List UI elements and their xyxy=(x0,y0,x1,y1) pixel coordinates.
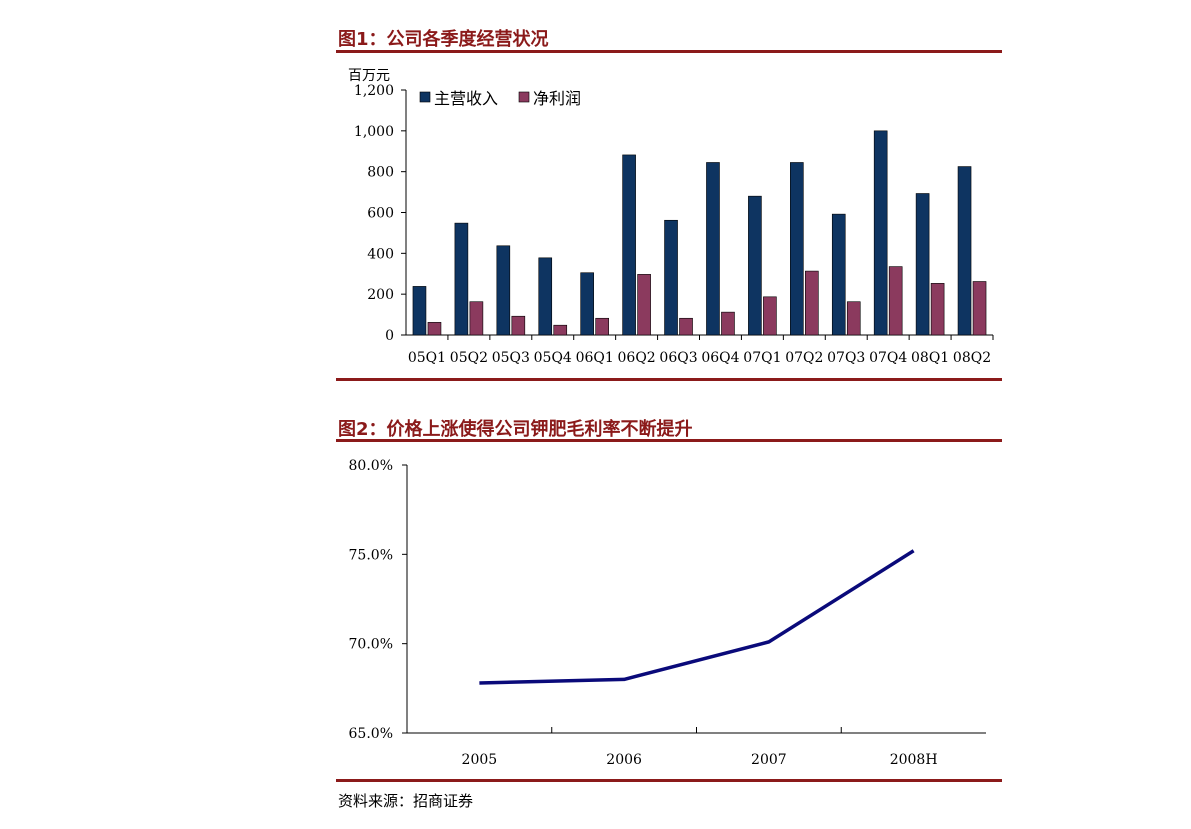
bar-profit xyxy=(930,283,945,336)
bar-revenue xyxy=(706,162,720,336)
y-tick-label: 1,200 xyxy=(354,83,394,99)
bar-revenue xyxy=(957,166,972,336)
x-tick-label: 05Q2 xyxy=(450,350,488,366)
y-tick-label: 80.0% xyxy=(349,458,393,474)
bar-revenue xyxy=(790,162,804,336)
x-tick-label: 2005 xyxy=(462,752,498,768)
bar-revenue xyxy=(831,213,846,336)
x-tick-label: 06Q4 xyxy=(701,350,739,366)
y-tick-label: 400 xyxy=(367,246,394,262)
x-tick-label: 2007 xyxy=(751,752,787,768)
x-tick-label: 05Q4 xyxy=(534,350,572,366)
bar-revenue xyxy=(454,222,469,336)
x-tick-label: 07Q1 xyxy=(743,350,781,366)
legend-swatch xyxy=(419,91,431,103)
source-note: 资料来源：招商证券 xyxy=(338,792,474,810)
bar-profit xyxy=(595,317,609,336)
bar-profit xyxy=(637,274,651,336)
bar-profit xyxy=(469,301,484,336)
bar-profit xyxy=(888,266,903,336)
y-tick-label: 0 xyxy=(385,328,394,344)
figure2-top-rule xyxy=(336,439,1002,442)
x-tick-label: 07Q3 xyxy=(827,350,865,366)
figure1-top-rule xyxy=(336,50,1002,53)
figure2-title: 图2：价格上涨使得公司钾肥毛利率不断提升 xyxy=(338,419,693,440)
x-tick-label: 06Q3 xyxy=(659,350,697,366)
y-tick-label: 800 xyxy=(367,165,394,181)
x-tick-label: 06Q1 xyxy=(576,350,614,366)
bar-profit xyxy=(511,315,526,336)
bar-profit xyxy=(553,324,568,336)
bar-profit xyxy=(805,270,819,336)
bar-profit xyxy=(679,317,693,336)
figure1-bottom-rule xyxy=(336,378,1002,381)
bar-revenue xyxy=(412,286,427,336)
bar-profit xyxy=(972,281,987,336)
legend-label: 净利润 xyxy=(533,89,581,108)
bar-profit xyxy=(721,311,735,336)
figure2-bottom-rule xyxy=(336,779,1002,782)
bar-profit xyxy=(427,322,442,336)
legend-swatch xyxy=(518,91,530,103)
y-tick-label: 200 xyxy=(367,287,394,303)
bar-revenue xyxy=(915,193,930,336)
x-tick-label: 05Q1 xyxy=(408,350,446,366)
x-tick-label: 2006 xyxy=(606,752,642,768)
bar-revenue xyxy=(580,272,594,336)
figure1-title: 图1：公司各季度经营状况 xyxy=(338,29,549,50)
x-tick-label: 08Q2 xyxy=(953,350,991,366)
x-tick-label: 08Q1 xyxy=(911,350,949,366)
bar-revenue xyxy=(622,154,636,336)
bar-revenue xyxy=(538,257,553,336)
x-tick-label: 07Q2 xyxy=(785,350,823,366)
y-tick-label: 600 xyxy=(367,206,394,222)
x-tick-label: 2008H xyxy=(890,752,938,768)
x-tick-label: 05Q3 xyxy=(492,350,530,366)
margin-series-line xyxy=(479,549,915,685)
bar-profit xyxy=(846,301,861,336)
x-tick-label: 06Q2 xyxy=(618,350,656,366)
y-axis-unit-label: 百万元 xyxy=(348,68,390,84)
bar-revenue xyxy=(664,219,678,336)
y-tick-label: 65.0% xyxy=(349,726,393,742)
bar-revenue xyxy=(873,130,888,336)
bar-chart-quarterly: 百万元 0 200 400 600 800 1,000 1,200 05Q1 05Q2 05Q3 05… xyxy=(348,68,994,366)
bar-revenue xyxy=(496,245,511,336)
bar-revenue xyxy=(748,195,762,336)
y-tick-label: 75.0% xyxy=(349,547,393,563)
x-tick-label: 07Q4 xyxy=(869,350,907,366)
y-tick-label: 1,000 xyxy=(354,124,394,140)
bar-profit xyxy=(763,296,777,336)
legend-label: 主营收入 xyxy=(434,89,498,108)
y-tick-label: 70.0% xyxy=(349,637,393,653)
